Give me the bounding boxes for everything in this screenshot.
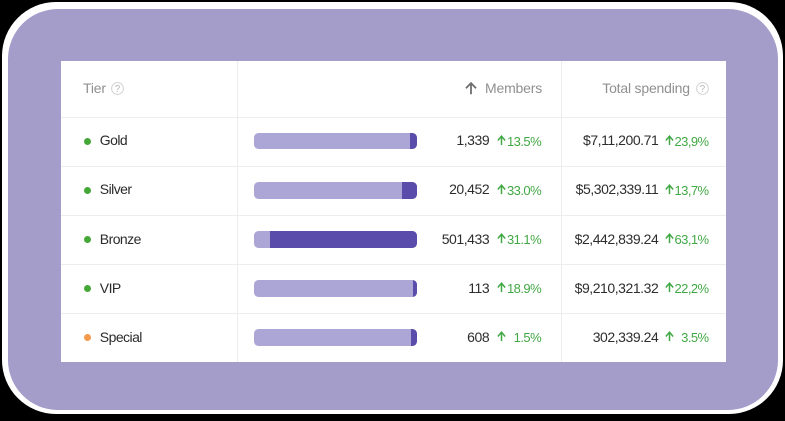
svg-text:?: ? bbox=[699, 84, 705, 95]
svg-text:?: ? bbox=[114, 84, 120, 95]
